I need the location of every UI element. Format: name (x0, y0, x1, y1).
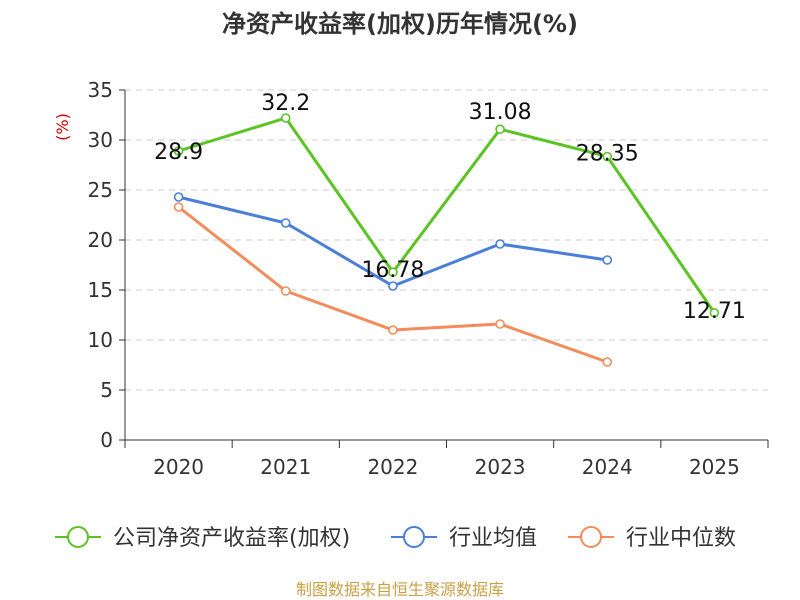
y-tick-label: 5 (100, 378, 113, 402)
x-tick-label: 2025 (689, 455, 740, 479)
legend-marker (580, 526, 602, 548)
data-label: 28.9 (154, 140, 203, 165)
series-line-0 (178, 116, 716, 314)
legend-item-2[interactable]: 行业中位数 (568, 526, 736, 551)
data-point[interactable] (280, 113, 291, 123)
y-tick-label: 15 (88, 278, 113, 302)
legend-label: 行业中位数 (626, 526, 736, 551)
data-point[interactable] (173, 202, 184, 212)
data-point[interactable] (388, 325, 398, 335)
data-point[interactable] (388, 267, 398, 278)
x-tick-label: 2022 (367, 455, 418, 479)
data-point[interactable] (495, 239, 505, 249)
source-footer: 制图数据来自恒生聚源数据库 (296, 580, 504, 599)
data-point[interactable] (280, 218, 291, 228)
data-point[interactable] (388, 281, 398, 291)
legend-marker (403, 526, 425, 548)
data-point[interactable] (602, 357, 613, 367)
x-tick-label: 2021 (260, 455, 311, 479)
legend-label: 行业均值 (449, 526, 537, 551)
y-tick-label: 20 (88, 228, 113, 252)
legend-item-0[interactable]: 公司净资产收益率(加权) (55, 526, 350, 551)
data-label: 12.71 (683, 299, 746, 324)
legend-item-1[interactable]: 行业均值 (391, 526, 537, 551)
x-tick-label: 2020 (153, 455, 204, 479)
data-label: 28.35 (576, 142, 639, 167)
data-point[interactable] (602, 151, 613, 162)
data-point[interactable] (602, 255, 613, 265)
data-point[interactable] (495, 319, 505, 329)
data-point[interactable] (173, 146, 184, 156)
data-point[interactable] (495, 124, 505, 134)
data-point[interactable] (709, 308, 720, 318)
x-tick-label: 2024 (582, 455, 633, 479)
legend[interactable]: 公司净资产收益率(加权) 行业均值 行业中位数 (55, 526, 736, 551)
legend-label: 公司净资产收益率(加权) (113, 526, 350, 551)
y-tick-label: 0 (100, 428, 113, 452)
y-axis-label: (%) (53, 113, 72, 141)
data-label: 32.2 (261, 91, 310, 116)
data-point[interactable] (173, 192, 184, 202)
grid-lines (125, 89, 768, 391)
data-label: 31.08 (469, 100, 532, 125)
data-labels: 28.9 32.2 16.78 31.08 28.35 12.71 (154, 91, 746, 324)
x-tick-label: 2023 (475, 455, 526, 479)
data-point[interactable] (280, 286, 291, 296)
legend-marker (67, 526, 89, 548)
series-layer (173, 113, 720, 367)
y-tick-label: 35 (88, 78, 113, 102)
data-label: 16.78 (361, 258, 424, 283)
chart-title: 净资产收益率(加权)历年情况(%) (222, 10, 578, 38)
y-tick-label: 30 (88, 128, 113, 152)
y-tick-label: 25 (88, 178, 113, 202)
y-tick-label: 10 (88, 328, 113, 352)
